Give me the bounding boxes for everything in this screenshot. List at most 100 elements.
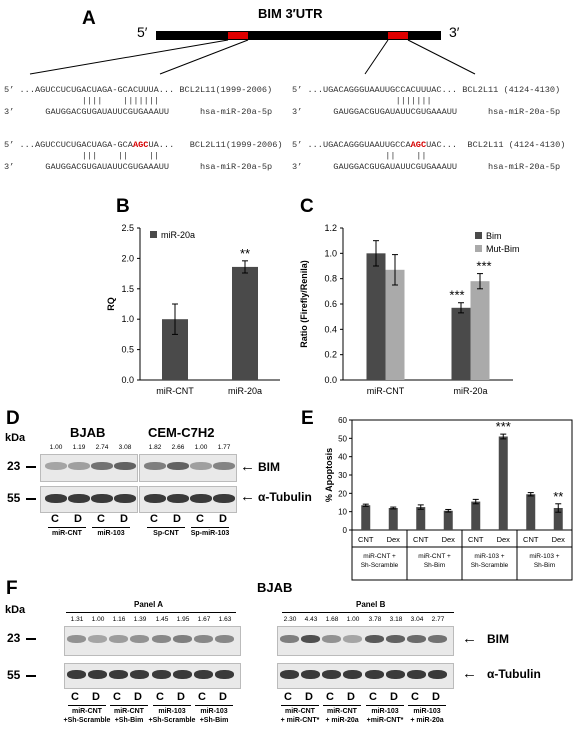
panel-f-group-label: +Sh-Bim [114,717,144,724]
panel-d-bim-label: BIM [258,460,280,474]
panel-f-tubulin-band [322,670,341,679]
panel-f-bim-band [365,635,384,643]
panel-f-bim-band [407,635,426,643]
chart-c-significance: *** [449,288,464,303]
site1-mut-bot-label: hsa-miR-20a-5p [200,162,273,172]
panel-a-label: A [82,8,96,29]
panel-f-value: 1.45 [155,616,169,623]
panel-f-group-label: miR-103 [158,708,186,715]
panel-d-label: D [6,408,20,429]
panel-f-bim-band [88,635,107,643]
panel-f-group-label: + miR-20a [325,717,359,724]
panel-d-value: 2.66 [171,444,185,451]
panel-f-lane-label: C [411,691,419,703]
panel-d-tub-arrow: ← [240,488,255,505]
panel-f-tubulin-band [67,670,86,679]
panel-d-bim-band [190,462,212,470]
chart-c-ytick-label: 0.6 [324,299,337,309]
chart-e-bar [498,436,508,530]
panel-f-label: F [6,578,18,599]
panel-f-lane-label: C [369,691,377,703]
panel-d-mw23-tick [26,466,36,468]
site1-wt-top-seq: ...AGUCCUCUGACUAGA-GCACUUUA... [19,85,175,95]
chart-e-group-label: miR-CNT + [418,553,451,560]
panel-f-group-label: miR-CNT [72,708,102,715]
chart-e-bar [471,501,481,530]
site1-mut-red: AGC [132,140,149,150]
chart-e-xtick-label: Dex [387,535,401,544]
panel-d-tubulin-band [213,494,235,503]
utr-bar [156,31,441,40]
panel-d-bim-band [68,462,90,470]
panel-d-value: 1.82 [148,444,162,451]
panel-f-panel-b: Panel B [356,600,386,609]
panel-f-panel-a-line [66,612,236,613]
panel-f-bim-band [152,635,171,643]
panel-d-group-line [92,527,130,528]
site1-mut-bot-3: 3’ [4,162,15,172]
chart-b-legend-label: miR-20a [161,230,195,240]
panel-d-cell-bjab: BJAB [70,425,106,440]
panel-d-bim-arrow: ← [240,458,255,475]
chart-e-bar [553,508,563,530]
utr-site-2 [388,32,408,39]
panel-f-bim-band [130,635,149,643]
site1-wt-bot-3: 3’ [4,107,15,117]
panel-b-label: B [116,196,130,217]
panel-f-lane-label: C [284,691,292,703]
chart-c-legend-swatch [475,232,482,239]
site2-mut-bot-seq: GAUGGACGUGAUAUUCGUGAAAUU [333,162,458,172]
panel-d-value: 1.00 [194,444,208,451]
panel-f-tub-label: α-Tubulin [487,667,541,681]
panel-d-group-label: Sp-miR-103 [190,530,230,537]
chart-c-legend-label: Mut-Bim [486,244,520,254]
chart-e-xtick-label: CNT [413,535,429,544]
chart-c-bar-bim [366,253,386,380]
site2-mut-bot-label: hsa-miR-20a-5p [488,162,561,172]
chart-e-xtick-label: Dex [552,535,566,544]
panel-f-lane-label: C [198,691,206,703]
panel-e-label: E [301,408,314,429]
chart-e-group-label: Sh-Scramble [361,562,399,569]
panel-f-group-label: miR-CNT [285,708,315,715]
panel-f-tubulin-band [194,670,213,679]
panel-d-group-line [191,527,229,528]
panel-d-bim-band [213,462,235,470]
panel-f-tubulin-band [88,670,107,679]
panel-d-group-label: miR-103 [97,530,125,537]
chart-b-ylabel: RQ [106,297,116,311]
chart-e-ytick-label: 0 [343,526,348,535]
panel-f-lane-label: D [305,691,313,703]
panel-f-bim-band [280,635,299,643]
panel-f-group-label: miR-103 [413,708,441,715]
chart-e-xtick-label: Dex [497,535,511,544]
chart-e-ytick-label: 30 [338,471,347,480]
panel-f-value: 1.68 [325,616,339,623]
utr-site-1 [228,32,248,39]
panel-d-value: 1.77 [217,444,231,451]
panel-d-lane-label: C [150,513,158,525]
panel-f-bim-band [343,635,362,643]
panel-f-value: 1.95 [176,616,190,623]
utr-title: BIM 3′UTR [258,6,323,21]
chart-c-ytick-label: 0.4 [324,324,337,334]
panel-f-lane-label: D [134,691,142,703]
panel-d-value: 2.74 [95,444,109,451]
chart-e-significance: ** [553,489,563,504]
panel-f-bim-band [428,635,447,643]
panel-f-value: 1.31 [70,616,84,623]
site1-mut-top: 5’ ...AGUCCUCUGACUAGA-GCAAGCUA... BCL2L1… [4,140,283,150]
panel-f-value: 1.16 [112,616,126,623]
chart-e-group-label: Sh-Bim [424,562,445,569]
panel-d-bim-band [114,462,136,470]
panel-f-mw55-tick [26,675,36,677]
site2-wt-top-label: BCL2L11 (4124-4130) [462,85,561,95]
utr-zoom-lines [29,39,476,75]
panel-d-tubulin-band [45,494,67,503]
chart-e-bar [361,505,371,530]
site2-wt-top: 5’ ...UGACAGGGUAAUUGCCACUUUAC... BCL2L11… [292,85,560,95]
panel-d-tubulin-band [167,494,189,503]
panel-d-mw23: 23 [7,459,21,473]
panel-f-value: 1.67 [197,616,211,623]
chart-c-ylabel: Ratio (Firefly/Renila) [299,260,309,348]
